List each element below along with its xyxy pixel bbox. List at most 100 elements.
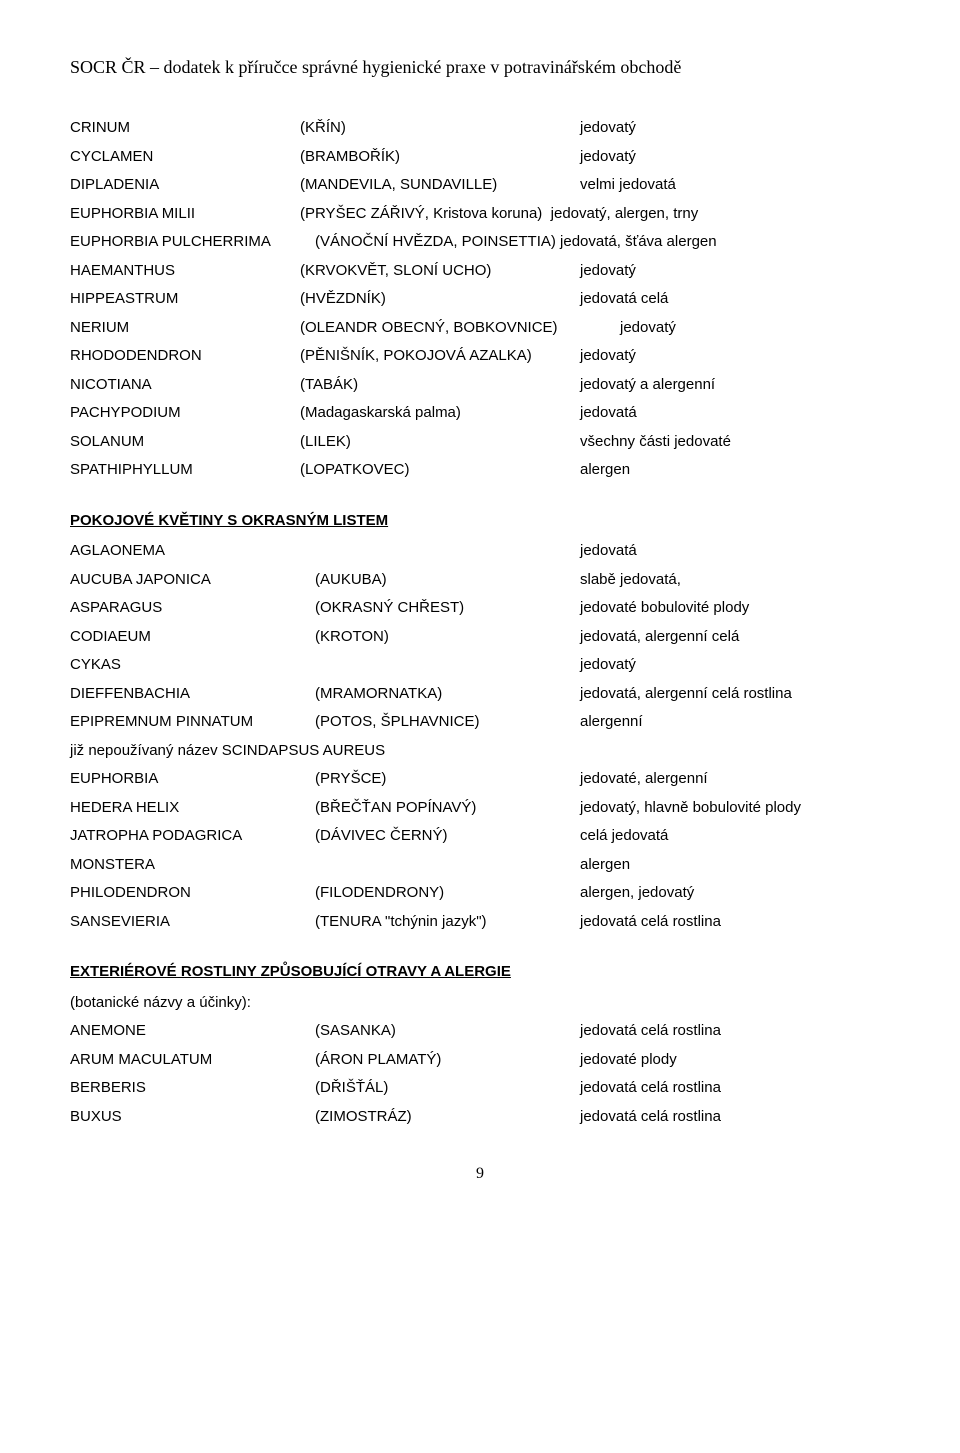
plant-row: NERIUM(OLEANDR OBECNÝ, BOBKOVNICE)jedova… xyxy=(70,314,890,343)
czech-name: (OLEANDR OBECNÝ, BOBKOVNICE) xyxy=(300,314,620,343)
czech-name: (BRAMBOŘÍK) xyxy=(300,143,580,172)
plant-list-2b: EUPHORBIA(PRYŠCE)jedovaté, alergenní HED… xyxy=(70,765,890,936)
plant-row: ASPARAGUS(OKRASNÝ CHŘEST)jedovaté bobulo… xyxy=(70,594,890,623)
toxicity: jedovatá xyxy=(580,537,890,566)
latin-name: EUPHORBIA PULCHERRIMA xyxy=(70,228,315,257)
plant-row: AUCUBA JAPONICA(AUKUBA)slabě jedovatá, xyxy=(70,566,890,595)
plant-row: EUPHORBIA PULCHERRIMA(VÁNOČNÍ HVĚZDA, PO… xyxy=(70,228,890,257)
toxicity: jedovatá celá rostlina xyxy=(580,1017,890,1046)
latin-name: DIPLADENIA xyxy=(70,171,300,200)
plant-row: EUPHORBIA MILII(PRYŠEC ZÁŘIVÝ, Kristova … xyxy=(70,200,890,229)
plant-list-3: ANEMONE(SASANKA)jedovatá celá rostlina A… xyxy=(70,1017,890,1131)
czech-name-and-toxicity: (VÁNOČNÍ HVĚZDA, POINSETTIA) jedovatá, š… xyxy=(315,228,890,257)
czech-name: (POTOS, ŠPLHAVNICE) xyxy=(315,708,580,737)
toxicity: jedovaté, alergenní xyxy=(580,765,890,794)
czech-name: (PRYŠCE) xyxy=(315,765,580,794)
toxicity: jedovatý, hlavně bobulovité plody xyxy=(580,794,890,823)
latin-name: CYKAS xyxy=(70,651,315,680)
plant-row: NICOTIANA(TABÁK)jedovatý a alergenní xyxy=(70,371,890,400)
latin-name: MONSTERA xyxy=(70,851,315,880)
document-page: SOCR ČR – dodatek k příručce správné hyg… xyxy=(0,0,960,1230)
toxicity: alergen, jedovatý xyxy=(580,879,890,908)
czech-name: (DŘIŠŤÁL) xyxy=(315,1074,580,1103)
toxicity: jedovatá, alergenní celá rostlina xyxy=(580,680,890,709)
toxicity: jedovatý xyxy=(580,651,890,680)
plant-row: CRINUM(KŘÍN)jedovatý xyxy=(70,114,890,143)
czech-name: (ÁRON PLAMATÝ) xyxy=(315,1046,580,1075)
plant-row: PACHYPODIUM(Madagaskarská palma)jedovatá xyxy=(70,399,890,428)
toxicity: jedovatá celá rostlina xyxy=(580,1074,890,1103)
toxicity: celá jedovatá xyxy=(580,822,890,851)
latin-name: ARUM MACULATUM xyxy=(70,1046,315,1075)
czech-name: (MRAMORNATKA) xyxy=(315,680,580,709)
latin-name: BUXUS xyxy=(70,1103,315,1132)
toxicity: jedovatá celá rostlina xyxy=(580,908,890,937)
page-header: SOCR ČR – dodatek k příručce správné hyg… xyxy=(70,50,890,84)
toxicity: jedovatý a alergenní xyxy=(580,371,890,400)
toxicity: alergen xyxy=(580,456,890,485)
plant-row: JATROPHA PODAGRICA(DÁVIVEC ČERNÝ)celá je… xyxy=(70,822,890,851)
plant-row: PHILODENDRON(FILODENDRONY)alergen, jedov… xyxy=(70,879,890,908)
plant-row: BERBERIS(DŘIŠŤÁL)jedovatá celá rostlina xyxy=(70,1074,890,1103)
czech-name: (MANDEVILA, SUNDAVILLE) xyxy=(300,171,580,200)
latin-name: AUCUBA JAPONICA xyxy=(70,566,315,595)
latin-name: CRINUM xyxy=(70,114,300,143)
plant-row: HIPPEASTRUM(HVĚZDNÍK)jedovatá celá xyxy=(70,285,890,314)
plant-row: EUPHORBIA(PRYŠCE)jedovaté, alergenní xyxy=(70,765,890,794)
plant-row: EPIPREMNUM PINNATUM(POTOS, ŠPLHAVNICE)al… xyxy=(70,708,890,737)
czech-name-and-toxicity: (PRYŠEC ZÁŘIVÝ, Kristova koruna) jedovat… xyxy=(300,200,890,229)
latin-name: NICOTIANA xyxy=(70,371,300,400)
plant-list-2a: AGLAONEMA jedovatá AUCUBA JAPONICA(AUKUBA… xyxy=(70,537,890,737)
czech-name: (TABÁK) xyxy=(300,371,580,400)
plant-row: SOLANUM(LILEK)všechny části jedovaté xyxy=(70,428,890,457)
czech-name: (Madagaskarská palma) xyxy=(300,399,580,428)
latin-name: EUPHORBIA xyxy=(70,765,315,794)
latin-name: EPIPREMNUM PINNATUM xyxy=(70,708,315,737)
plant-row: ANEMONE(SASANKA)jedovatá celá rostlina xyxy=(70,1017,890,1046)
plant-row: DIPLADENIA(MANDEVILA, SUNDAVILLE)velmi j… xyxy=(70,171,890,200)
czech-name: (HVĚZDNÍK) xyxy=(300,285,580,314)
czech-name: (KŘÍN) xyxy=(300,114,580,143)
note-scindapsus: již nepoužívaný název SCINDAPSUS AUREUS xyxy=(70,737,890,766)
toxicity: velmi jedovatá xyxy=(580,171,890,200)
plant-row: SPATHIPHYLLUM(LOPATKOVEC)alergen xyxy=(70,456,890,485)
latin-name: AGLAONEMA xyxy=(70,537,315,566)
plant-row: HAEMANTHUS(KRVOKVĚT, SLONÍ UCHO)jedovatý xyxy=(70,257,890,286)
latin-name: EUPHORBIA MILII xyxy=(70,200,300,229)
czech-name: (LOPATKOVEC) xyxy=(300,456,580,485)
toxicity: všechny části jedovaté xyxy=(580,428,890,457)
czech-name: (FILODENDRONY) xyxy=(315,879,580,908)
latin-name: NERIUM xyxy=(70,314,300,343)
plant-row: CYKAS jedovatý xyxy=(70,651,890,680)
plant-list-1: CRINUM(KŘÍN)jedovatý CYCLAMEN(BRAMBOŘÍK)… xyxy=(70,114,890,485)
plant-row: SANSEVIERIA(TENURA "tchýnin jazyk")jedov… xyxy=(70,908,890,937)
section-title-indoor-leaf: POKOJOVÉ KVĚTINY S OKRASNÝM LISTEM xyxy=(70,507,890,536)
czech-name: (SASANKA) xyxy=(315,1017,580,1046)
czech-name: (PĚNIŠNÍK, POKOJOVÁ AZALKA) xyxy=(300,342,580,371)
latin-name: SOLANUM xyxy=(70,428,300,457)
latin-name: JATROPHA PODAGRICA xyxy=(70,822,315,851)
latin-name: CYCLAMEN xyxy=(70,143,300,172)
latin-name: ANEMONE xyxy=(70,1017,315,1046)
toxicity: jedovatý xyxy=(580,257,890,286)
czech-name: (ZIMOSTRÁZ) xyxy=(315,1103,580,1132)
latin-name: DIEFFENBACHIA xyxy=(70,680,315,709)
latin-name: HEDERA HELIX xyxy=(70,794,315,823)
plant-row: DIEFFENBACHIA(MRAMORNATKA)jedovatá, aler… xyxy=(70,680,890,709)
toxicity: jedovatý xyxy=(580,114,890,143)
czech-name: (KRVOKVĚT, SLONÍ UCHO) xyxy=(300,257,580,286)
section-subtitle: (botanické názvy a účinky): xyxy=(70,989,890,1018)
toxicity: jedovatá celá rostlina xyxy=(580,1103,890,1132)
toxicity: jedovatá celá xyxy=(580,285,890,314)
toxicity: jedovaté bobulovité plody xyxy=(580,594,890,623)
plant-row: CYCLAMEN(BRAMBOŘÍK)jedovatý xyxy=(70,143,890,172)
latin-name: CODIAEUM xyxy=(70,623,315,652)
toxicity: jedovaté plody xyxy=(580,1046,890,1075)
plant-row: RHODODENDRON(PĚNIŠNÍK, POKOJOVÁ AZALKA)j… xyxy=(70,342,890,371)
latin-name: HAEMANTHUS xyxy=(70,257,300,286)
plant-row: CODIAEUM(KROTON)jedovatá, alergenní celá xyxy=(70,623,890,652)
toxicity: slabě jedovatá, xyxy=(580,566,890,595)
toxicity: jedovatá, alergenní celá xyxy=(580,623,890,652)
toxicity: jedovatý xyxy=(580,342,890,371)
latin-name: RHODODENDRON xyxy=(70,342,300,371)
